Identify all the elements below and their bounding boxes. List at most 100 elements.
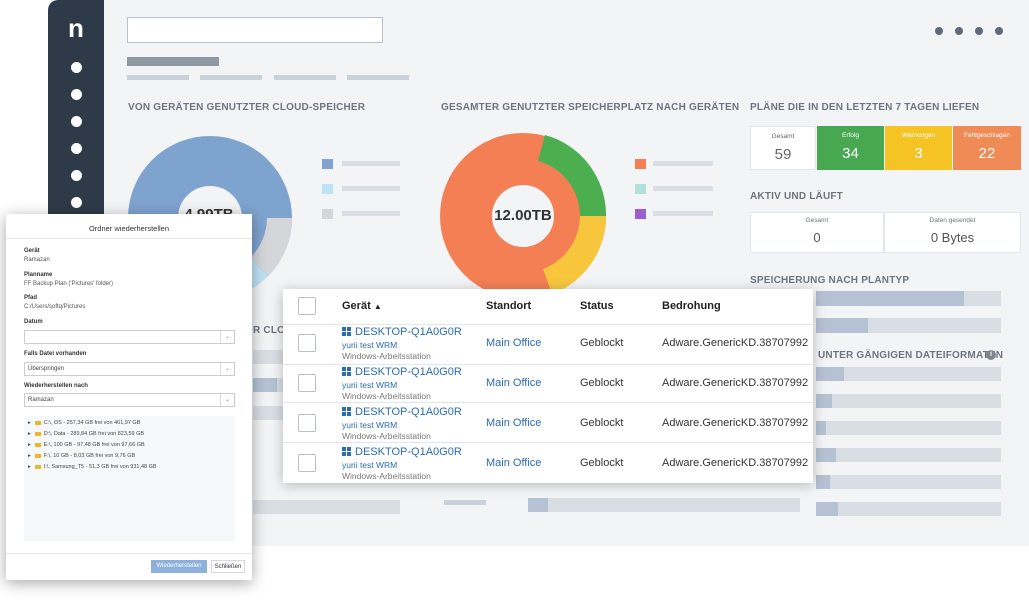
device-link[interactable]: DESKTOP-Q1A0G0R bbox=[355, 366, 462, 378]
nav-item-2[interactable] bbox=[71, 89, 82, 100]
menu-dot-icon[interactable] bbox=[975, 27, 983, 35]
divider bbox=[6, 238, 252, 239]
plantype-bar-fill bbox=[816, 291, 964, 306]
column-header-threat[interactable]: Bedrohung bbox=[662, 300, 721, 312]
chevron-down-icon: ⌄ bbox=[220, 331, 234, 343]
column-header-location[interactable]: Standort bbox=[486, 300, 532, 312]
menu-dot-icon[interactable] bbox=[935, 27, 943, 35]
legend-swatch bbox=[322, 159, 333, 169]
status-value: Geblockt bbox=[580, 377, 624, 389]
column-header-status[interactable]: Status bbox=[580, 300, 614, 312]
breadcrumb-placeholder bbox=[200, 75, 262, 80]
threat-value: Adware.GenericKD.38707992 bbox=[662, 417, 809, 429]
expand-icon[interactable]: ▸ bbox=[28, 420, 31, 426]
dialog-title: Ordner wiederherstellen bbox=[88, 224, 170, 233]
format-bar-track bbox=[816, 394, 1001, 408]
exists-value: Überspringen bbox=[28, 366, 65, 372]
row-checkbox[interactable] bbox=[298, 414, 316, 432]
format-bar-track bbox=[816, 421, 1001, 435]
tree-node-drive[interactable]: ▸ D:\, Data - 289,84 GB frei von 823,59 G… bbox=[28, 431, 144, 437]
legend-label-placeholder bbox=[342, 161, 400, 166]
device-user[interactable]: yurii test WRM bbox=[342, 420, 398, 430]
location-link[interactable]: Main Office bbox=[486, 457, 542, 469]
device-bar-fill bbox=[528, 498, 548, 512]
total-donut-value: 12.00TB bbox=[494, 207, 552, 224]
device-user[interactable]: yurii test WRM bbox=[342, 380, 398, 390]
nav-item-6[interactable] bbox=[71, 197, 82, 208]
divider bbox=[6, 553, 252, 554]
legend-swatch bbox=[635, 159, 646, 169]
threat-value: Adware.GenericKD.38707992 bbox=[662, 377, 809, 389]
row-checkbox[interactable] bbox=[298, 454, 316, 472]
folder-icon bbox=[34, 442, 41, 447]
device-link[interactable]: DESKTOP-Q1A0G0R bbox=[355, 326, 462, 338]
device-user[interactable]: yurii test WRM bbox=[342, 340, 398, 350]
restore-button[interactable]: Wiederherstellen bbox=[151, 560, 207, 573]
device-link[interactable]: DESKTOP-Q1A0G0R bbox=[355, 406, 462, 418]
tree-node-drive[interactable]: ▸ F:\, 10 GB - 8,03 GB frei von 9,76 GB bbox=[28, 453, 135, 459]
expand-icon[interactable]: ▸ bbox=[28, 431, 31, 437]
device-user[interactable]: yurii test WRM bbox=[342, 460, 398, 470]
stat-success[interactable]: Erfolg 34 bbox=[817, 126, 884, 170]
threat-value: Adware.GenericKD.38707992 bbox=[662, 457, 809, 469]
legend-swatch bbox=[322, 209, 333, 219]
date-select[interactable]: ⌄ bbox=[24, 330, 235, 344]
column-header-device[interactable]: Gerät ▲ bbox=[342, 300, 382, 312]
plan-label: Planname bbox=[24, 272, 53, 278]
close-button[interactable]: Schließen bbox=[211, 560, 245, 573]
nav-item-3[interactable] bbox=[71, 116, 82, 127]
format-bar-fill bbox=[816, 421, 826, 435]
stat-label: Fehlgeschlagen bbox=[964, 132, 1010, 139]
folder-icon bbox=[34, 464, 41, 469]
info-icon[interactable]: i bbox=[986, 350, 996, 360]
drive-label: D:\, Data - 289,84 GB frei von 823,59 GB bbox=[43, 431, 145, 437]
cloud-bar-fill bbox=[253, 378, 277, 392]
location-link[interactable]: Main Office bbox=[486, 417, 542, 429]
row-divider bbox=[283, 402, 813, 403]
status-value: Geblockt bbox=[580, 457, 624, 469]
device-type: Windows-Arbeitsstation bbox=[342, 471, 431, 481]
folder-icon bbox=[34, 431, 41, 436]
stat-total[interactable]: Gesamt 59 bbox=[750, 126, 816, 170]
expand-icon[interactable]: ▸ bbox=[28, 442, 31, 448]
plans-title: PLÄNE DIE IN DEN LETZTEN 7 TAGEN LIEFEN bbox=[750, 102, 980, 113]
menu-dot-icon[interactable] bbox=[955, 27, 963, 35]
stat-failed[interactable]: Fehlgeschlagen 22 bbox=[953, 126, 1021, 170]
expand-icon[interactable]: ▸ bbox=[28, 464, 31, 470]
path-value: C:/Users/softq/Pictures bbox=[24, 304, 86, 310]
row-checkbox[interactable] bbox=[298, 374, 316, 392]
breadcrumb-placeholder bbox=[127, 75, 189, 80]
stat-warnings[interactable]: Warnungen 3 bbox=[885, 126, 952, 170]
search-input[interactable] bbox=[127, 17, 383, 43]
format-bar-track bbox=[816, 502, 1001, 516]
nav-item-4[interactable] bbox=[71, 143, 82, 154]
folder-icon bbox=[34, 420, 41, 425]
tree-node-drive[interactable]: ▸ E:\, 100 GB - 97,48 GB frei von 97,66 G… bbox=[28, 442, 145, 448]
legend-label-placeholder bbox=[342, 211, 400, 216]
cloud-bar-track bbox=[253, 500, 400, 514]
page-title-placeholder bbox=[127, 57, 219, 66]
row-checkbox[interactable] bbox=[298, 334, 316, 352]
legend-label-placeholder bbox=[653, 161, 713, 166]
tree-node-drive[interactable]: ▸ I:\, Samsung_T5 - 51,3 GB frei von 931,… bbox=[28, 464, 157, 470]
row-divider bbox=[283, 324, 813, 325]
menu-dot-icon[interactable] bbox=[995, 27, 1003, 35]
device-type: Windows-Arbeitsstation bbox=[342, 431, 431, 441]
tree-node-drive[interactable]: ▸ C:\, OS - 257,34 GB frei von 461,97 GB bbox=[28, 420, 140, 426]
nav-item-1[interactable] bbox=[71, 62, 82, 73]
device-link[interactable]: DESKTOP-Q1A0G0R bbox=[355, 446, 462, 458]
location-link[interactable]: Main Office bbox=[486, 377, 542, 389]
select-all-checkbox[interactable] bbox=[298, 297, 316, 315]
device-label-placeholder bbox=[444, 500, 486, 505]
total-donut-segment-yellow bbox=[543, 216, 606, 294]
format-bar-fill bbox=[816, 394, 832, 408]
expand-icon[interactable]: ▸ bbox=[28, 453, 31, 459]
exists-select[interactable]: Überspringen ⌄ bbox=[24, 362, 235, 376]
restore-to-select[interactable]: Ramazan ⌄ bbox=[24, 393, 235, 407]
active-label: Daten gesendet bbox=[929, 217, 976, 224]
drive-label: E:\, 100 GB - 97,48 GB frei von 97,66 GB bbox=[43, 442, 145, 448]
location-link[interactable]: Main Office bbox=[486, 337, 542, 349]
active-data-sent: Daten gesendet 0 Bytes bbox=[884, 212, 1021, 253]
windows-icon bbox=[342, 367, 351, 376]
nav-item-5[interactable] bbox=[71, 170, 82, 181]
